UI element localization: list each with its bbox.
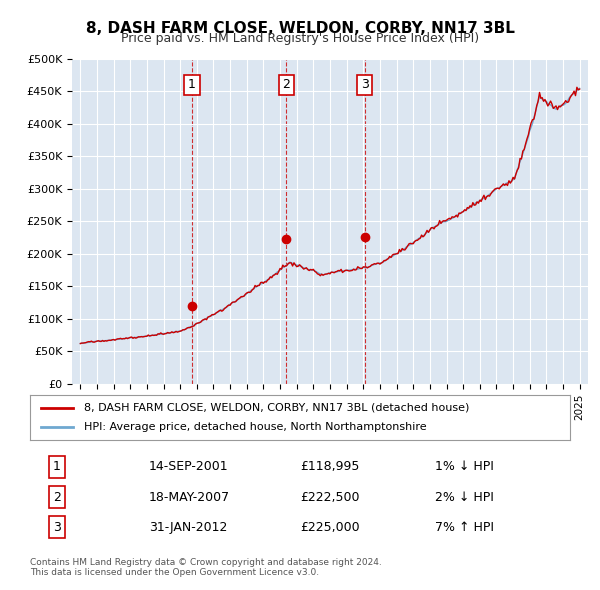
Text: HPI: Average price, detached house, North Northamptonshire: HPI: Average price, detached house, Nort…: [84, 422, 427, 432]
Text: 8, DASH FARM CLOSE, WELDON, CORBY, NN17 3BL: 8, DASH FARM CLOSE, WELDON, CORBY, NN17 …: [86, 21, 514, 35]
Text: Price paid vs. HM Land Registry's House Price Index (HPI): Price paid vs. HM Land Registry's House …: [121, 32, 479, 45]
Text: 3: 3: [361, 78, 368, 91]
Text: 1: 1: [53, 460, 61, 473]
Text: £118,995: £118,995: [300, 460, 359, 473]
Text: 31-JAN-2012: 31-JAN-2012: [149, 521, 227, 534]
Text: 1: 1: [188, 78, 196, 91]
Text: 7% ↑ HPI: 7% ↑ HPI: [435, 521, 494, 534]
Text: 2: 2: [53, 490, 61, 503]
Text: £225,000: £225,000: [300, 521, 359, 534]
Text: £222,500: £222,500: [300, 490, 359, 503]
Text: 2% ↓ HPI: 2% ↓ HPI: [435, 490, 494, 503]
Text: 3: 3: [53, 521, 61, 534]
Text: 2: 2: [283, 78, 290, 91]
Text: Contains HM Land Registry data © Crown copyright and database right 2024.
This d: Contains HM Land Registry data © Crown c…: [30, 558, 382, 577]
Text: 14-SEP-2001: 14-SEP-2001: [149, 460, 229, 473]
Text: 18-MAY-2007: 18-MAY-2007: [149, 490, 230, 503]
Text: 1% ↓ HPI: 1% ↓ HPI: [435, 460, 494, 473]
Text: 8, DASH FARM CLOSE, WELDON, CORBY, NN17 3BL (detached house): 8, DASH FARM CLOSE, WELDON, CORBY, NN17 …: [84, 403, 469, 412]
